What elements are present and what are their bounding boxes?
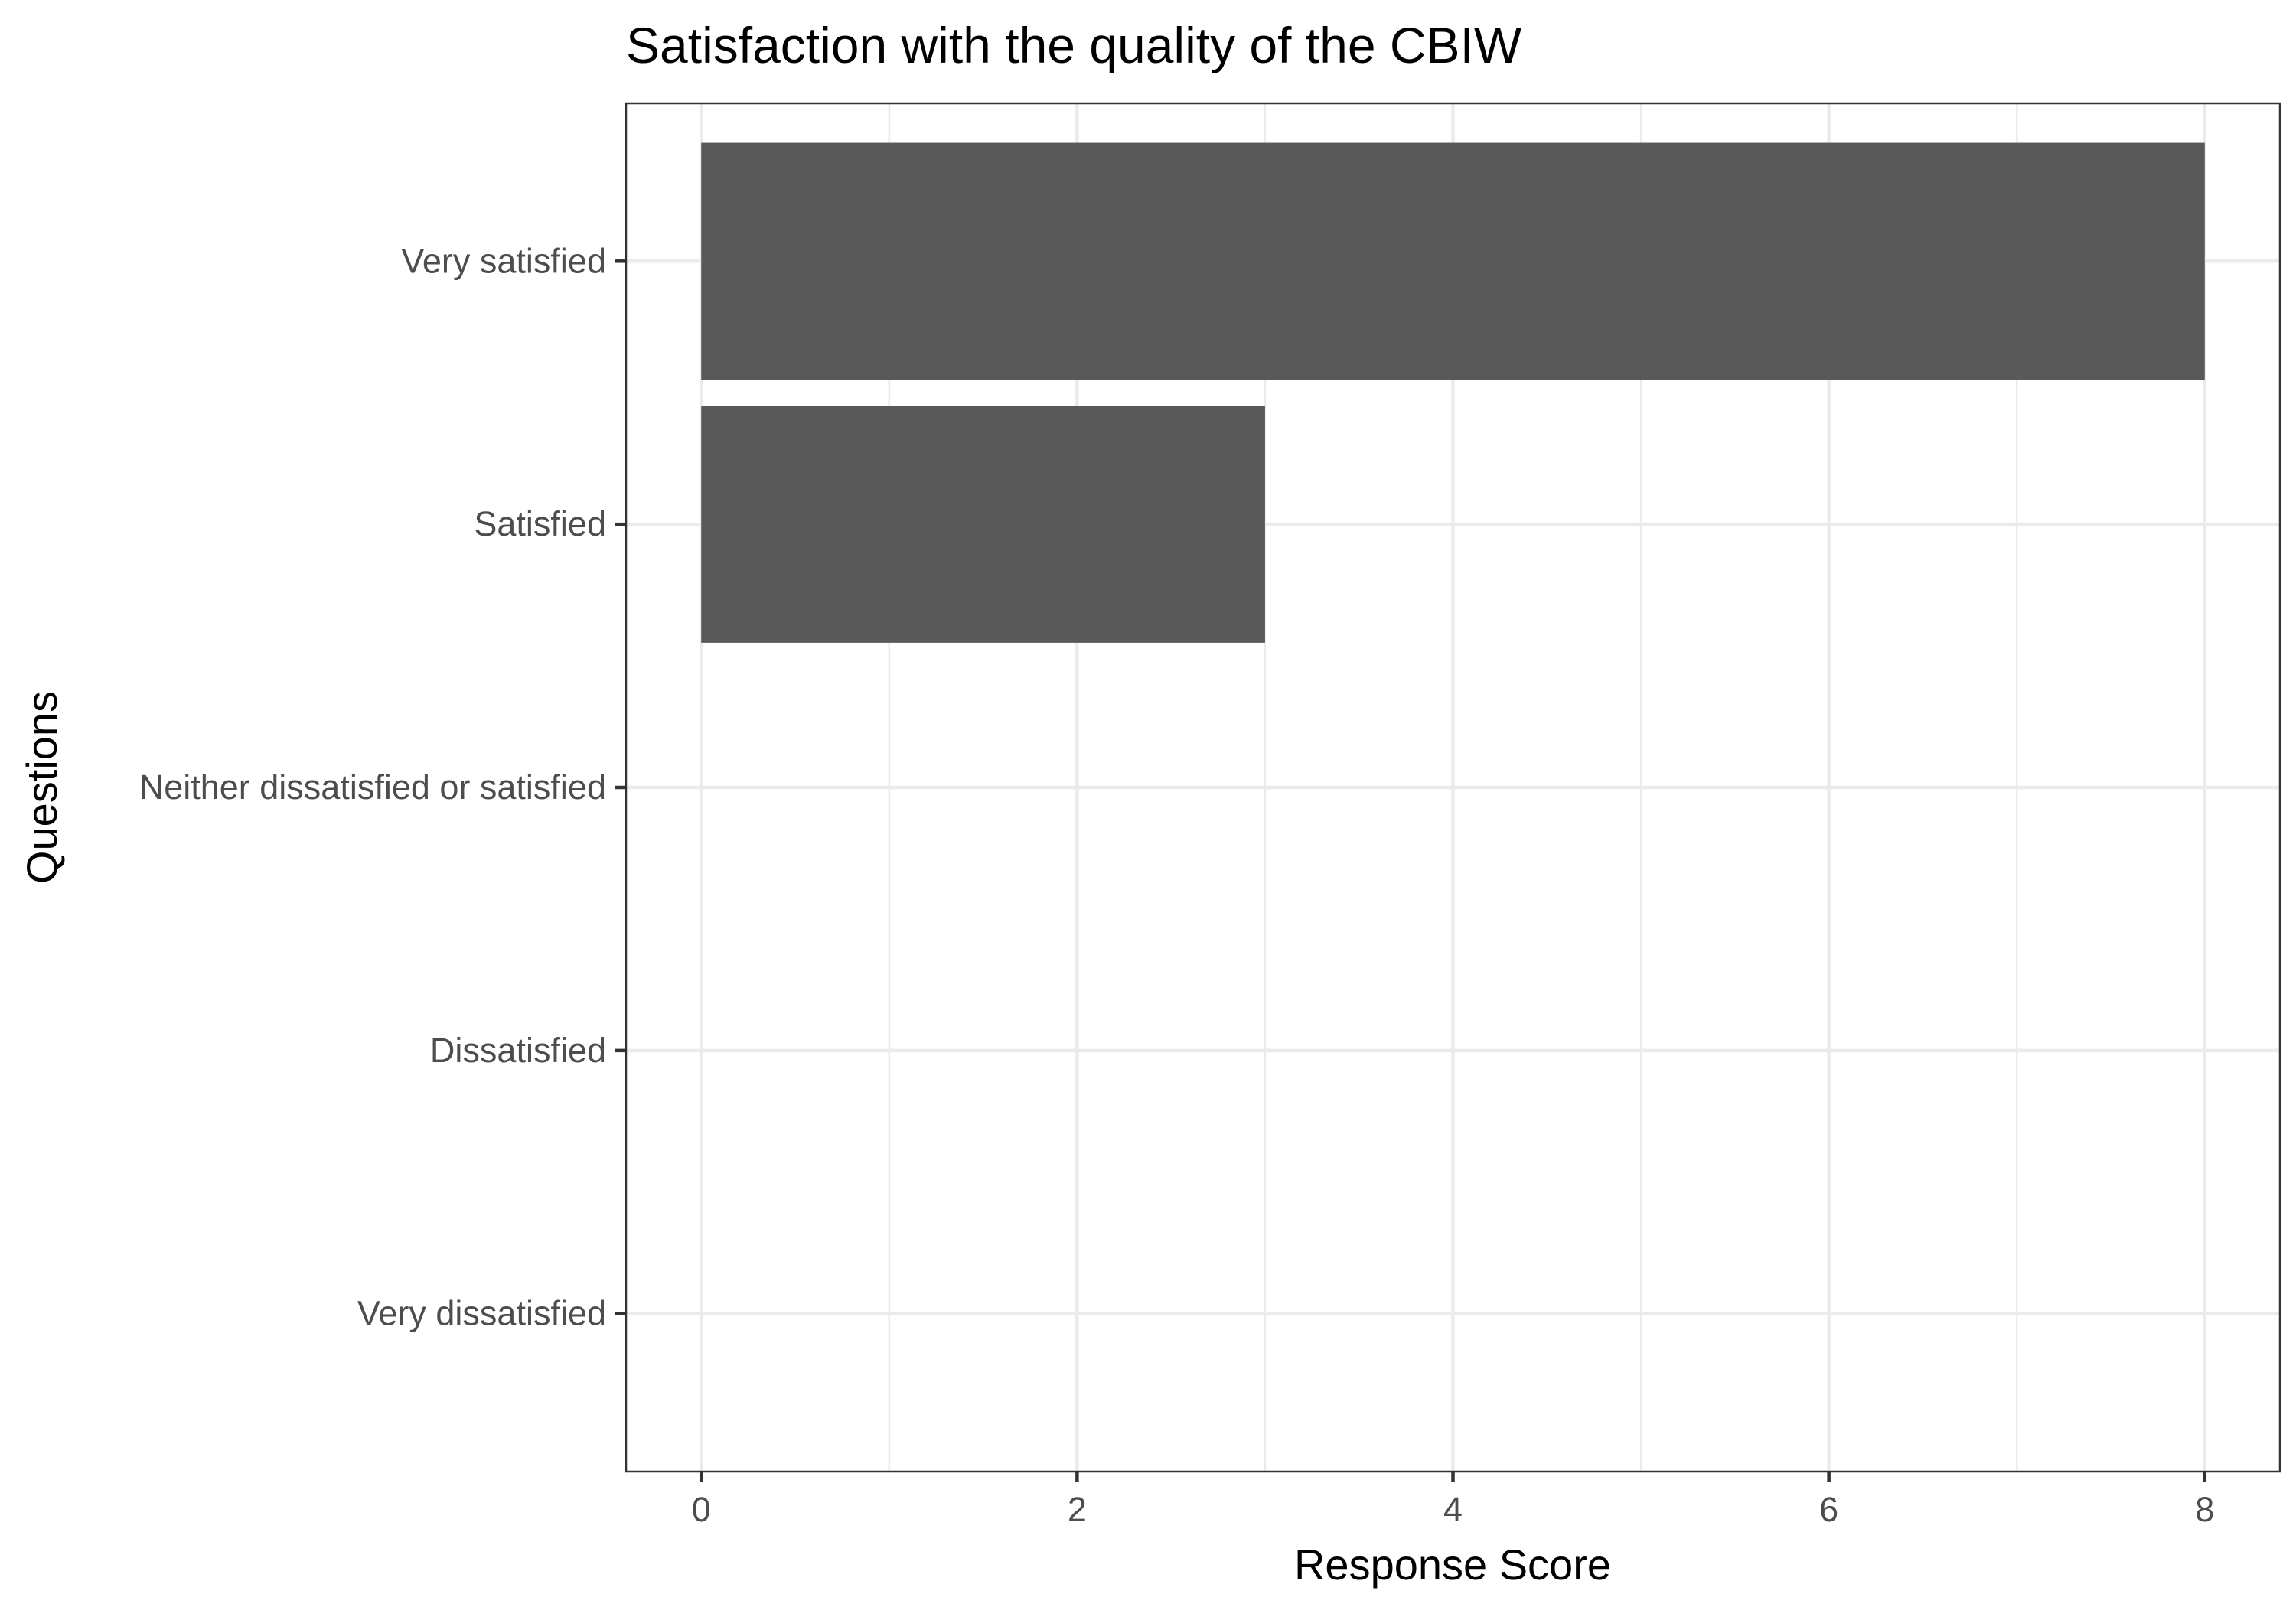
x-tick-label: 6	[1819, 1490, 1838, 1529]
x-tick-label: 2	[1068, 1490, 1087, 1529]
y-tick-label: Satisfied	[474, 504, 606, 543]
bar	[701, 406, 1265, 643]
x-axis: 0 2 4 6 8	[692, 1472, 2214, 1529]
y-axis: Very satisfied Satisfied Neither dissatisf…	[139, 241, 626, 1333]
y-tick-label: Dissatisfied	[430, 1031, 606, 1070]
x-tick-label: 8	[2195, 1490, 2214, 1529]
bar	[701, 142, 2205, 380]
y-tick-label: Very satisfied	[401, 241, 606, 280]
y-tick-label: Neither dissatisfied or satisfied	[139, 768, 606, 807]
x-tick-label: 4	[1443, 1490, 1463, 1529]
chart-title: Satisfaction with the quality of the CBI…	[626, 17, 1522, 73]
x-axis-title: Response Score	[1294, 1540, 1611, 1589]
bars-layer	[701, 142, 2205, 643]
x-tick-label: 0	[692, 1490, 711, 1529]
y-axis-title: Questions	[18, 691, 66, 884]
y-tick-label: Very dissatisfied	[357, 1294, 606, 1333]
